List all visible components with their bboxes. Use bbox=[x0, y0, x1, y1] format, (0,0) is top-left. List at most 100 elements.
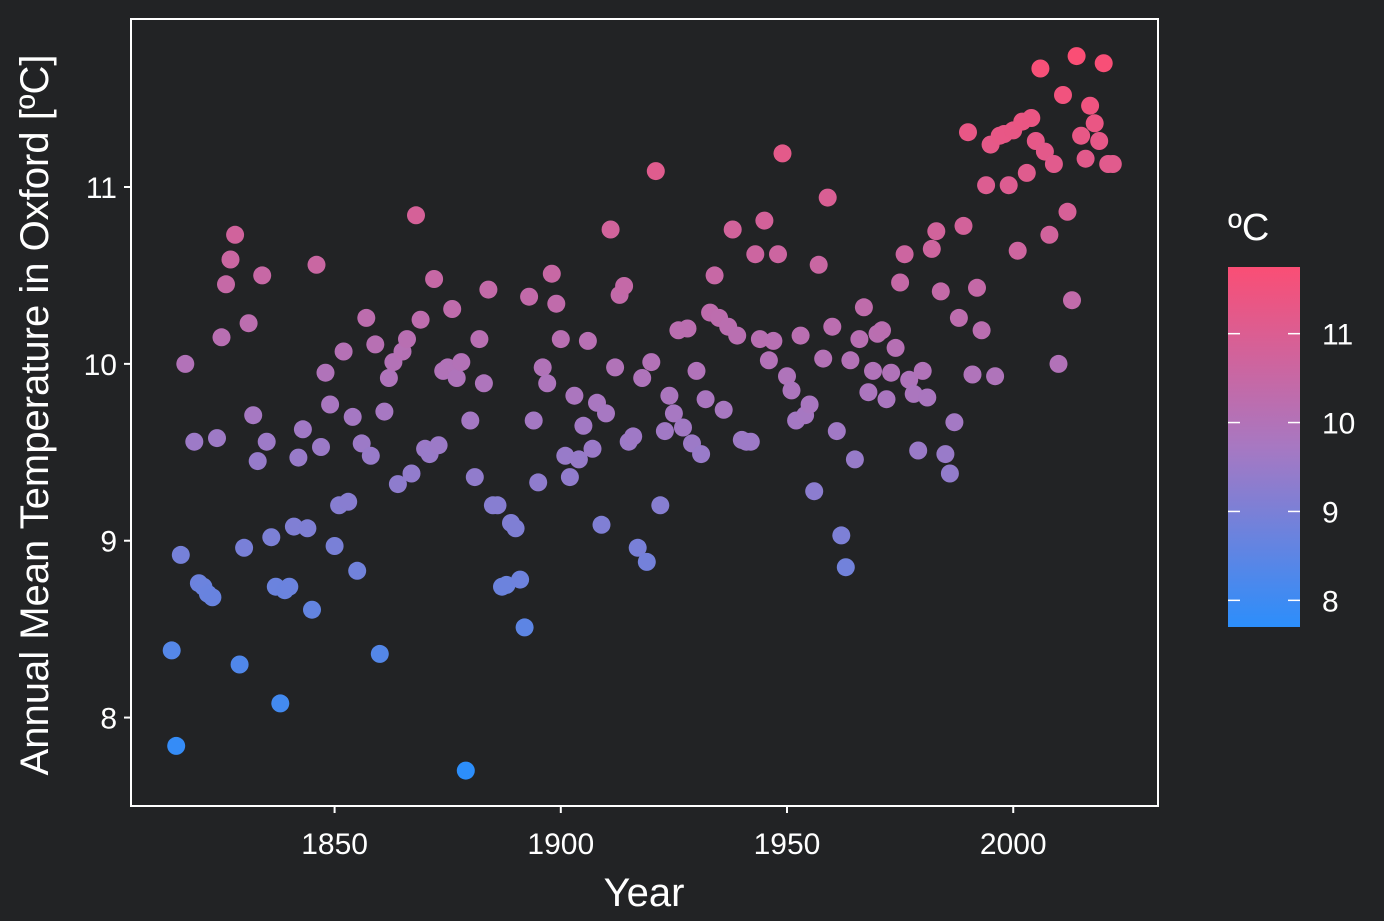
data-point bbox=[918, 388, 937, 407]
data-point bbox=[556, 446, 575, 465]
data-point bbox=[936, 445, 955, 464]
data-point bbox=[253, 266, 272, 285]
data-point bbox=[931, 282, 950, 301]
points-layer bbox=[162, 47, 1122, 780]
data-point bbox=[1008, 241, 1027, 260]
data-point bbox=[578, 331, 597, 350]
data-point bbox=[601, 220, 620, 239]
data-point bbox=[778, 367, 796, 386]
data-point bbox=[511, 570, 530, 589]
data-point bbox=[963, 365, 982, 384]
data-point bbox=[651, 496, 670, 515]
data-point bbox=[660, 386, 679, 405]
data-point bbox=[723, 220, 742, 239]
data-point bbox=[692, 445, 711, 464]
data-point bbox=[167, 736, 186, 755]
data-point bbox=[954, 216, 973, 235]
data-point bbox=[891, 273, 910, 292]
data-point bbox=[959, 123, 977, 142]
data-point bbox=[565, 386, 584, 405]
data-point bbox=[832, 526, 851, 545]
data-point bbox=[646, 162, 665, 181]
data-point bbox=[203, 588, 222, 607]
x-axis-title: Year bbox=[604, 871, 685, 915]
data-point bbox=[800, 395, 819, 414]
data-point bbox=[845, 450, 864, 469]
data-point bbox=[945, 413, 964, 432]
data-point bbox=[429, 436, 448, 455]
data-point bbox=[176, 354, 195, 373]
data-point bbox=[574, 416, 593, 435]
y-axis: 8 9 10 11 bbox=[84, 172, 131, 736]
data-point bbox=[873, 321, 891, 340]
legend-tick-label: 9 bbox=[1322, 496, 1339, 529]
data-point bbox=[814, 349, 833, 368]
data-point bbox=[972, 321, 991, 340]
data-point bbox=[769, 245, 787, 264]
data-point bbox=[968, 278, 986, 297]
data-point bbox=[235, 538, 254, 557]
y-axis-title: Annual Mean Temperature in Oxford [ºC] bbox=[13, 55, 57, 776]
data-point bbox=[316, 363, 335, 382]
data-point bbox=[628, 538, 647, 557]
data-point bbox=[321, 395, 340, 414]
data-point bbox=[217, 275, 235, 294]
data-point bbox=[271, 694, 290, 713]
data-point bbox=[474, 374, 493, 393]
data-point bbox=[696, 390, 715, 409]
data-point bbox=[864, 361, 882, 380]
data-point bbox=[208, 429, 226, 448]
panel-border bbox=[130, 18, 1159, 807]
data-point bbox=[1022, 109, 1041, 127]
data-point bbox=[1085, 114, 1104, 133]
data-point bbox=[298, 519, 317, 538]
data-point bbox=[361, 446, 380, 465]
data-point bbox=[533, 358, 552, 377]
data-point bbox=[284, 517, 303, 536]
data-point bbox=[850, 330, 869, 349]
data-point bbox=[597, 404, 615, 423]
data-point bbox=[805, 482, 824, 501]
data-point bbox=[606, 358, 625, 377]
data-point bbox=[741, 432, 760, 451]
data-point bbox=[986, 367, 1005, 386]
data-point bbox=[1094, 54, 1113, 73]
legend-tick-label: 11 bbox=[1322, 319, 1353, 352]
data-point bbox=[592, 515, 611, 534]
data-point bbox=[615, 277, 634, 295]
data-point bbox=[1031, 59, 1050, 78]
data-point bbox=[1054, 86, 1072, 104]
data-point bbox=[212, 328, 231, 347]
data-point bbox=[257, 432, 276, 451]
data-point bbox=[746, 245, 765, 264]
x-axis: 1850 1900 1950 2000 bbox=[301, 806, 1047, 861]
data-point bbox=[239, 314, 258, 333]
data-point bbox=[569, 450, 588, 469]
data-point bbox=[402, 464, 421, 483]
data-point bbox=[949, 308, 968, 327]
data-point bbox=[642, 353, 661, 372]
data-point bbox=[1017, 163, 1036, 182]
data-point bbox=[927, 222, 946, 241]
data-point bbox=[407, 206, 425, 225]
data-point bbox=[262, 528, 281, 547]
data-point bbox=[529, 473, 548, 492]
data-point bbox=[488, 496, 507, 515]
data-point bbox=[1063, 291, 1081, 310]
data-point bbox=[379, 369, 398, 387]
data-point bbox=[221, 250, 240, 269]
data-point bbox=[922, 239, 941, 258]
data-point bbox=[836, 558, 855, 577]
data-point bbox=[307, 255, 326, 274]
data-point bbox=[465, 468, 484, 487]
data-point bbox=[999, 176, 1018, 195]
data-point bbox=[674, 418, 692, 437]
data-point bbox=[882, 363, 901, 382]
data-point bbox=[325, 537, 344, 555]
data-point bbox=[375, 402, 394, 421]
data-point bbox=[289, 448, 308, 467]
x-tick-label: 1900 bbox=[527, 828, 594, 861]
data-point bbox=[312, 438, 330, 456]
